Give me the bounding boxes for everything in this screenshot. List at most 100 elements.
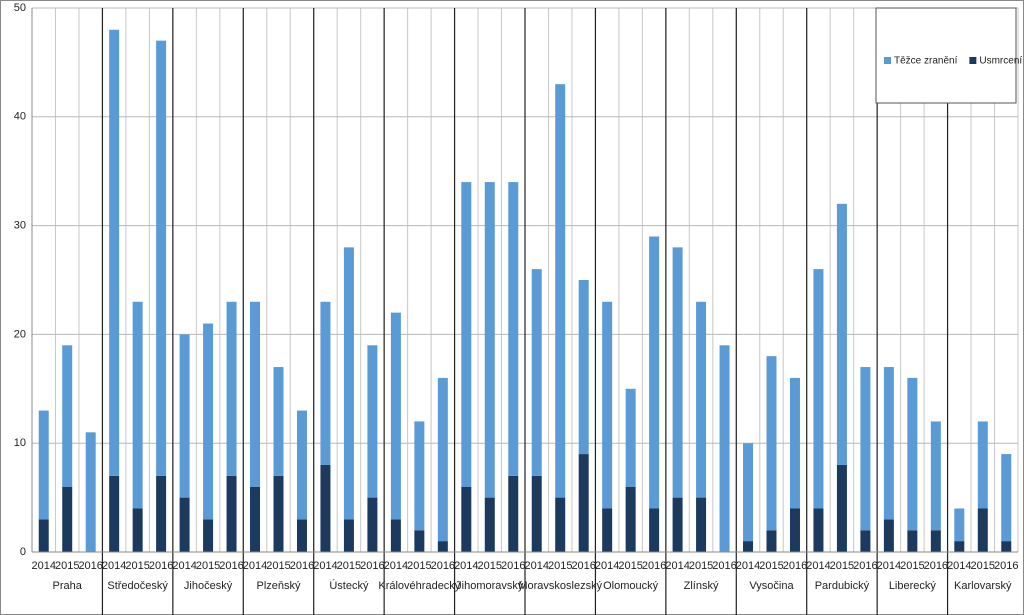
- bar-segment: [38, 410, 49, 520]
- bar-segment: [414, 421, 425, 531]
- group-label: Vysočina: [749, 580, 794, 592]
- x-tick-label: 2015: [971, 560, 995, 572]
- group-label: Jihomoravský: [456, 580, 524, 592]
- x-tick-label: 2014: [313, 560, 337, 572]
- y-tick-label: 10: [14, 437, 26, 449]
- bar-segment: [555, 84, 566, 498]
- bar-segment: [531, 475, 542, 552]
- bar-segment: [508, 182, 519, 476]
- y-tick-label: 0: [20, 546, 26, 558]
- x-tick-label: 2014: [524, 560, 548, 572]
- x-tick-label: 2016: [149, 560, 173, 572]
- bar-segment: [390, 312, 401, 520]
- bar-segment: [531, 269, 542, 476]
- bar-segment: [649, 236, 660, 509]
- bar-segment: [555, 497, 566, 552]
- bar-segment: [930, 530, 941, 552]
- y-tick-label: 50: [14, 2, 26, 14]
- bar-segment: [719, 345, 730, 552]
- bar-segment: [156, 40, 167, 476]
- x-tick-label: 2016: [924, 560, 948, 572]
- x-tick-label: 2015: [689, 560, 713, 572]
- bar-segment: [907, 530, 918, 552]
- bar-segment: [132, 508, 143, 552]
- bar-segment: [813, 269, 824, 509]
- bar-segment: [250, 486, 261, 552]
- bar-segment: [343, 247, 354, 520]
- group-label: Praha: [53, 580, 83, 592]
- x-tick-label: 2015: [266, 560, 290, 572]
- bar-segment: [390, 519, 401, 552]
- bar-segment: [766, 530, 777, 552]
- legend-box: [875, 7, 1017, 104]
- x-tick-label: 2014: [454, 560, 478, 572]
- bar-segment: [132, 301, 143, 509]
- x-tick-label: 2014: [806, 560, 830, 572]
- x-tick-label: 2015: [548, 560, 572, 572]
- bar-segment: [62, 486, 73, 552]
- group-label: Pardubický: [815, 580, 870, 592]
- x-tick-label: 2016: [642, 560, 666, 572]
- x-tick-label: 2016: [571, 560, 595, 572]
- bar-segment: [179, 334, 190, 498]
- bar-segment: [179, 497, 190, 552]
- bar-segment: [977, 508, 988, 552]
- bar-segment: [296, 519, 307, 552]
- bar-segment: [1001, 454, 1012, 542]
- group-label: Plzeňský: [256, 580, 301, 592]
- x-tick-label: 2014: [243, 560, 267, 572]
- group-label: Zlínský: [684, 580, 719, 592]
- y-tick-label: 40: [14, 111, 26, 123]
- bar-segment: [578, 280, 589, 455]
- x-tick-label: 2014: [102, 560, 126, 572]
- legend-label: Usmrcení: [979, 56, 1022, 67]
- x-tick-label: 2016: [712, 560, 736, 572]
- x-tick-label: 2015: [55, 560, 79, 572]
- bar-segment: [672, 497, 683, 552]
- x-tick-label: 2016: [853, 560, 877, 572]
- bar-segment: [38, 519, 49, 552]
- bar-segment: [954, 508, 965, 542]
- bar-segment: [484, 497, 495, 552]
- bar-segment: [977, 421, 988, 509]
- bar-segment: [62, 345, 73, 487]
- x-tick-label: 2014: [595, 560, 619, 572]
- bar-segment: [109, 475, 120, 552]
- bar-segment: [461, 486, 472, 552]
- bar-segment: [954, 541, 965, 552]
- bar-segment: [836, 464, 847, 552]
- bar-segment: [437, 377, 448, 542]
- bar-segment: [883, 367, 894, 520]
- bar-segment: [367, 345, 378, 498]
- bar-segment: [508, 475, 519, 552]
- bar-segment: [672, 247, 683, 498]
- bar-segment: [696, 301, 707, 498]
- bar-segment: [461, 182, 472, 487]
- x-tick-label: 2014: [877, 560, 901, 572]
- x-tick-label: 2015: [125, 560, 149, 572]
- bar-segment: [836, 203, 847, 465]
- bar-segment: [743, 541, 754, 552]
- x-tick-label: 2016: [360, 560, 384, 572]
- x-tick-label: 2015: [830, 560, 854, 572]
- bar-segment: [343, 519, 354, 552]
- bar-segment: [226, 475, 237, 552]
- legend-swatch: [884, 57, 891, 64]
- group-label: Olomoucký: [603, 580, 659, 592]
- x-tick-label: 2016: [78, 560, 102, 572]
- group-label: Středočeský: [107, 580, 168, 592]
- group-label: Moravskoslezský: [518, 580, 602, 592]
- bar-segment: [203, 519, 214, 552]
- bar-segment: [203, 323, 214, 520]
- bar-segment: [578, 454, 589, 552]
- bar-segment: [789, 508, 800, 552]
- group-label: Ústecký: [329, 579, 369, 592]
- bar-segment: [860, 367, 871, 531]
- bar-segment: [1001, 541, 1012, 552]
- bar-segment: [85, 432, 96, 552]
- bar-segment: [484, 182, 495, 498]
- bar-segment: [273, 475, 284, 552]
- bar-segment: [789, 377, 800, 509]
- bar-segment: [883, 519, 894, 552]
